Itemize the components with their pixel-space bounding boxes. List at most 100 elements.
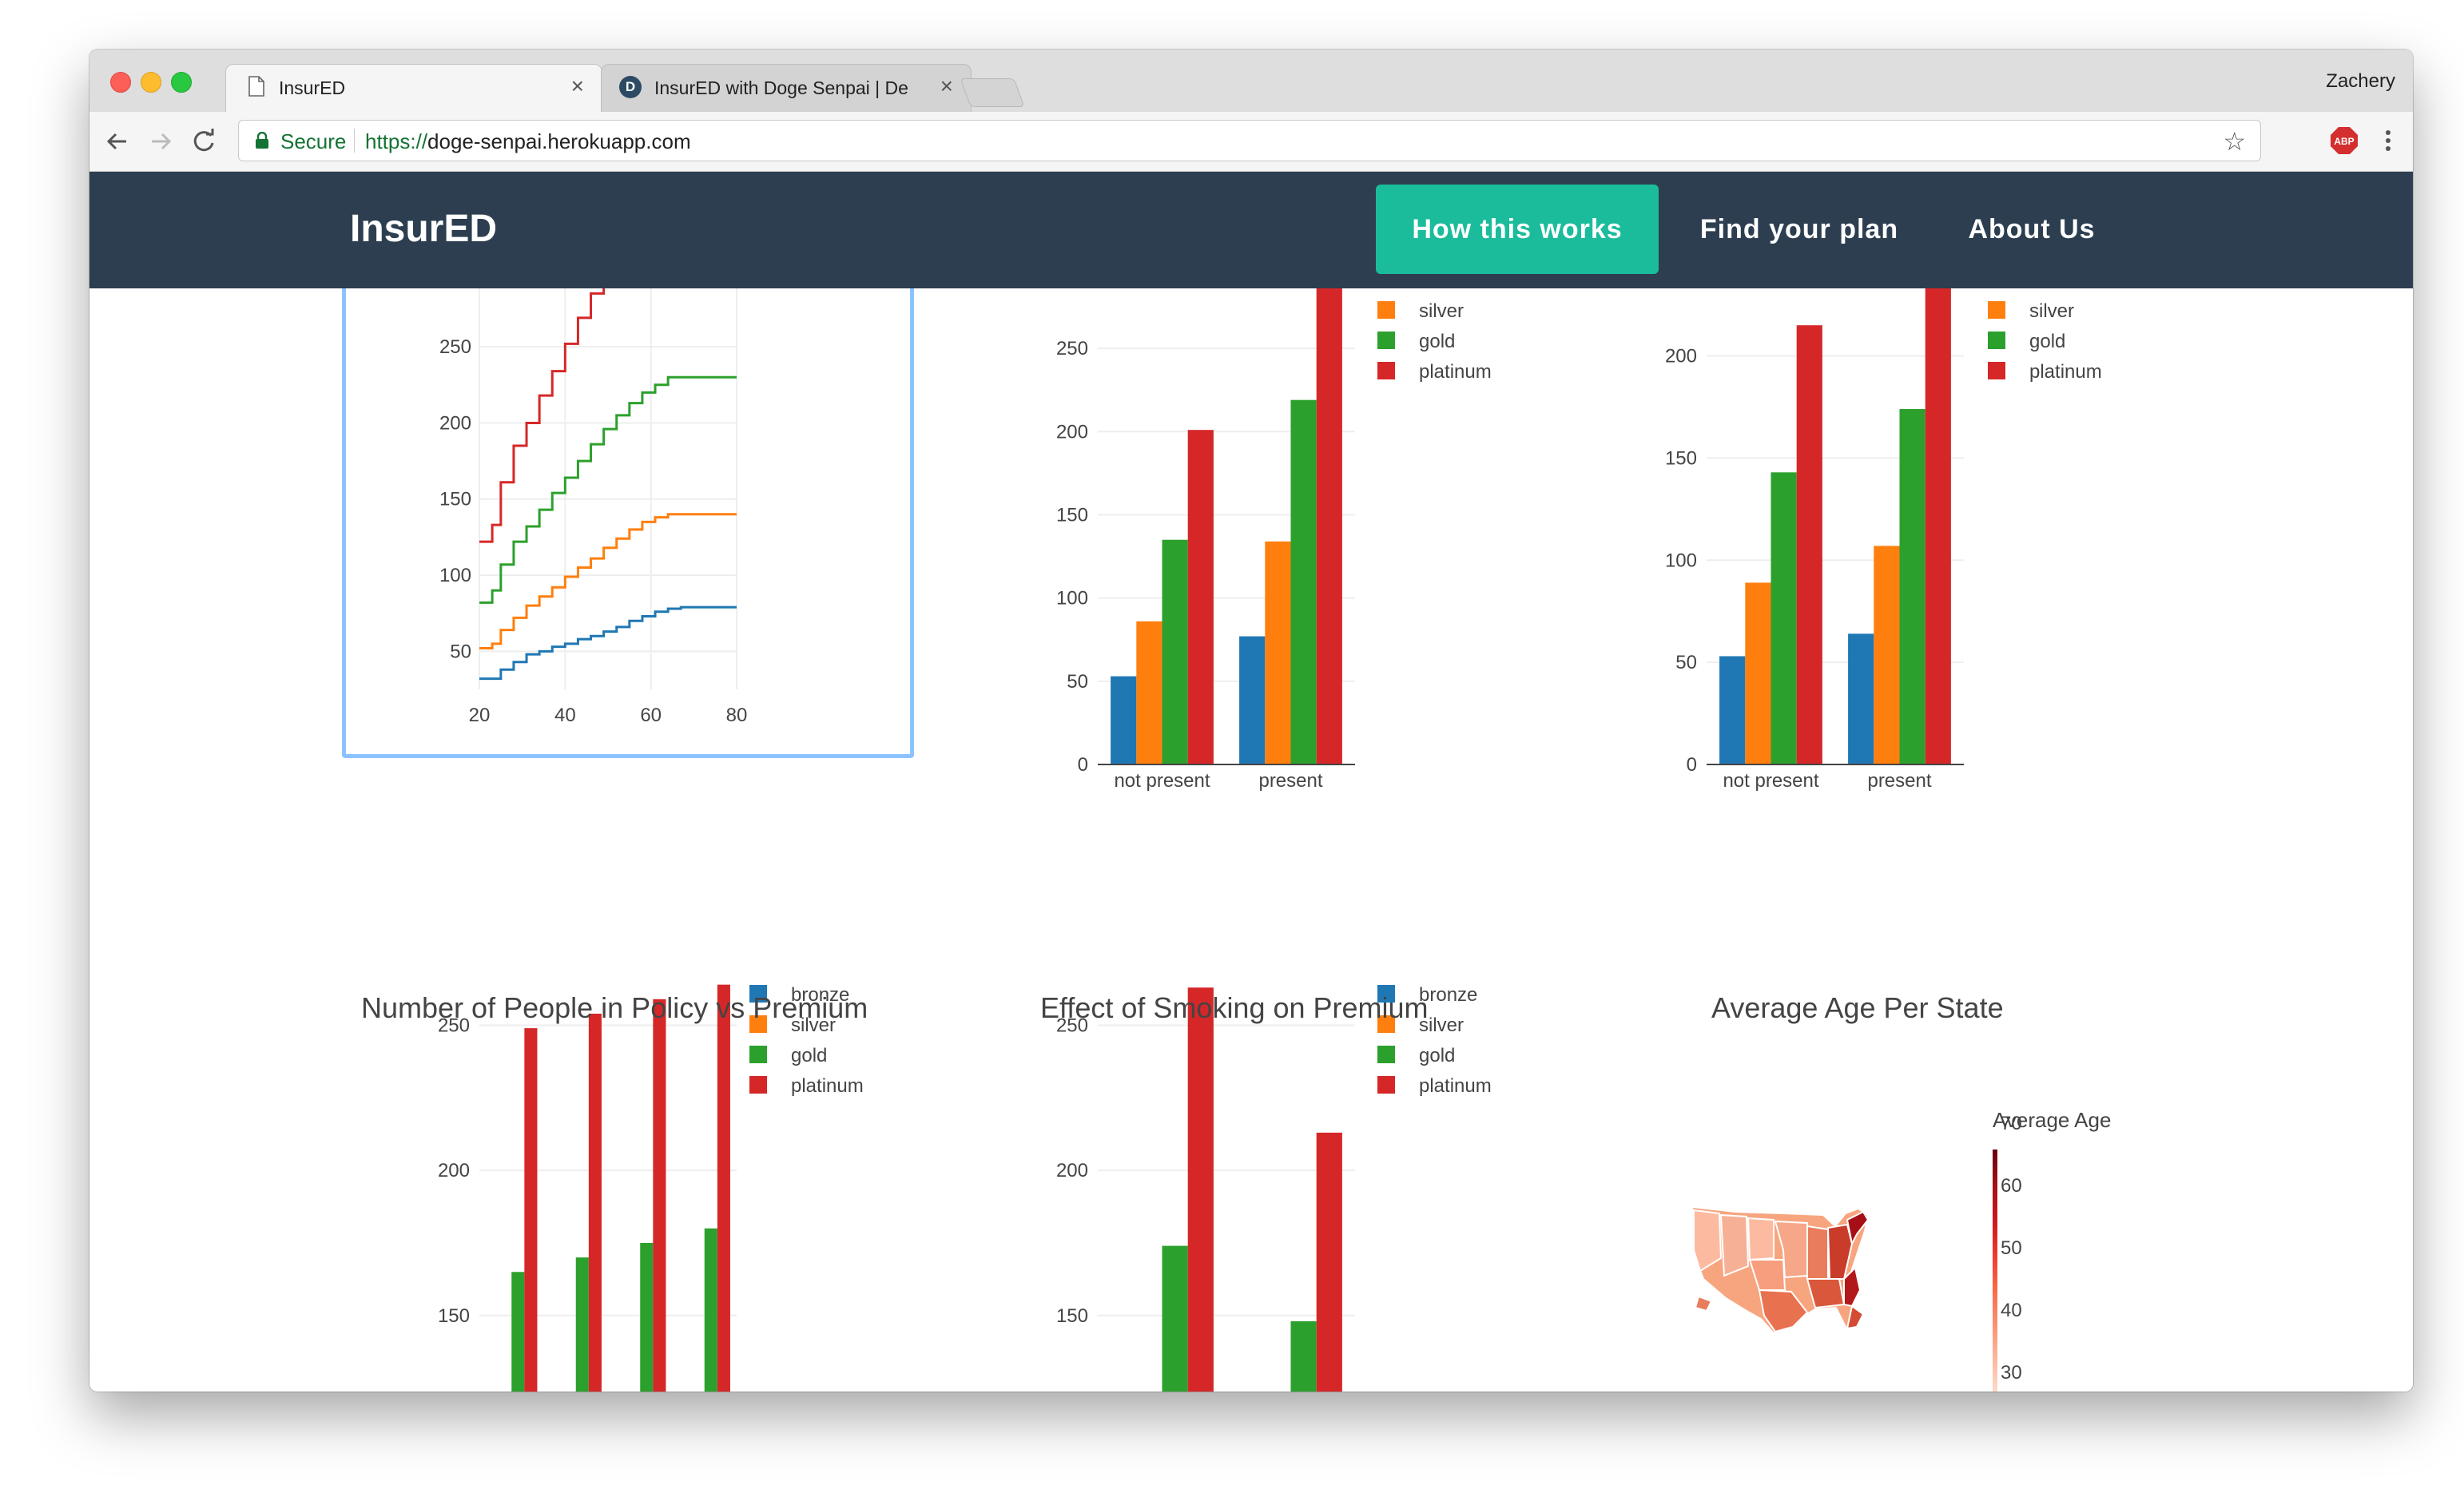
colorbar-tick-label: 30 bbox=[2001, 1362, 2022, 1384]
url-text[interactable]: https://doge-senpai.herokuapp.com bbox=[365, 129, 691, 154]
colorbar-tick-label: 70 bbox=[2001, 1113, 2022, 1134]
bar-bronze bbox=[1719, 656, 1746, 764]
bar-bronze bbox=[1111, 676, 1137, 764]
legend-swatch bbox=[1377, 1015, 1395, 1033]
site-brand[interactable]: InsurED bbox=[350, 208, 498, 250]
bar-chart-3: 100150200250bronzesilvergoldplatinum bbox=[438, 984, 864, 1392]
y-tick-label: 200 bbox=[438, 1160, 470, 1181]
new-tab-button[interactable] bbox=[960, 78, 1025, 107]
bar-platinum bbox=[717, 984, 730, 1392]
legend-swatch bbox=[1988, 332, 2005, 349]
bar-platinum bbox=[1316, 1132, 1342, 1392]
zoom-window-button[interactable] bbox=[171, 72, 192, 93]
site-favicon-icon: D bbox=[619, 76, 642, 98]
age-per-state-chart-title: Average Age Per State bbox=[1711, 991, 2004, 1024]
bar-gold bbox=[1771, 472, 1797, 764]
url-scheme: https:// bbox=[365, 129, 428, 153]
tab-doge-senpai[interactable]: D InsurED with Doge Senpai | De × bbox=[601, 64, 972, 112]
colorbar-tick-label: 40 bbox=[2001, 1300, 2022, 1321]
title-bar: InsurED × D InsurED with Doge Senpai | D… bbox=[89, 50, 2413, 113]
nav-how-this-works[interactable]: How this works bbox=[1376, 185, 1659, 274]
legend-label: silver bbox=[791, 1015, 836, 1036]
page-content: InsurED How this works Find your plan Ab… bbox=[89, 172, 2413, 1392]
legend-swatch bbox=[749, 985, 767, 1003]
legend-label: gold bbox=[2029, 331, 2065, 352]
y-tick-label: 250 bbox=[1056, 338, 1088, 359]
forward-arrow-icon[interactable] bbox=[145, 126, 176, 157]
legend-label: silver bbox=[2029, 300, 2074, 322]
bar-gold bbox=[1162, 539, 1188, 764]
bar-gold bbox=[511, 1272, 525, 1392]
bar-platinum bbox=[1187, 987, 1214, 1392]
bar-platinum bbox=[1925, 229, 1951, 764]
legend-label: platinum bbox=[1419, 1075, 1492, 1097]
reload-icon[interactable] bbox=[189, 126, 219, 157]
y-tick-label: 100 bbox=[439, 565, 471, 586]
y-tick-label: 0 bbox=[1687, 754, 1697, 776]
smoking-chart-title: Effect of Smoking on Premium bbox=[1040, 991, 1429, 1024]
browser-toolbar: Secure https://doge-senpai.herokuapp.com… bbox=[89, 112, 2413, 172]
y-tick-label: 250 bbox=[438, 1015, 470, 1036]
colorbar-tick-label: 60 bbox=[2001, 1175, 2022, 1197]
legend-swatch bbox=[1377, 301, 1395, 319]
y-tick-label: 100 bbox=[1665, 550, 1697, 571]
secure-label: Secure bbox=[280, 129, 347, 153]
adblock-plus-icon[interactable]: ABP bbox=[2330, 126, 2359, 155]
series-line-bronze bbox=[479, 606, 737, 681]
legend-swatch bbox=[1377, 1046, 1395, 1063]
minimize-window-button[interactable] bbox=[141, 72, 161, 93]
tab-close-icon[interactable]: × bbox=[570, 73, 584, 98]
x-tick-label: not present bbox=[1114, 770, 1210, 792]
bar-silver bbox=[1745, 582, 1771, 764]
legend-label: platinum bbox=[791, 1075, 864, 1097]
y-tick-label: 250 bbox=[1056, 1015, 1088, 1036]
back-arrow-icon[interactable] bbox=[102, 126, 133, 157]
legend-swatch bbox=[1377, 1076, 1395, 1094]
y-tick-label: 100 bbox=[1056, 588, 1088, 610]
bar-bronze bbox=[1848, 633, 1874, 764]
x-tick-label: present bbox=[1258, 770, 1322, 792]
y-tick-label: 0 bbox=[1078, 754, 1088, 776]
address-bar[interactable]: Secure https://doge-senpai.herokuapp.com… bbox=[238, 120, 2261, 161]
nav-about-us[interactable]: About Us bbox=[1968, 214, 2096, 244]
colorbar-tick-label: 50 bbox=[2001, 1237, 2022, 1259]
x-tick-label: 80 bbox=[726, 705, 748, 726]
bar-platinum bbox=[1796, 325, 1822, 764]
tab-close-icon[interactable]: × bbox=[940, 73, 953, 98]
legend-swatch bbox=[1377, 332, 1395, 349]
bar-silver bbox=[1136, 621, 1162, 764]
lock-icon bbox=[256, 132, 268, 149]
legend-label: silver bbox=[1419, 1015, 1464, 1036]
close-window-button[interactable] bbox=[110, 72, 131, 93]
y-tick-label: 150 bbox=[1056, 1305, 1088, 1327]
legend-label: gold bbox=[791, 1045, 827, 1066]
age-vs-premium-line-chart[interactable]: 5010015020025030035020406080BronzeSilver… bbox=[89, 172, 2413, 1392]
chrome-menu-icon[interactable] bbox=[2384, 126, 2392, 155]
bar-platinum bbox=[524, 1028, 538, 1392]
colorbar-title: Average Age bbox=[1993, 1108, 2112, 1132]
us-choropleth-map[interactable] bbox=[1687, 1202, 1903, 1342]
legend-label: gold bbox=[1419, 331, 1455, 352]
x-tick-label: present bbox=[1867, 770, 1931, 792]
document-icon bbox=[248, 76, 264, 97]
profile-name[interactable]: Zachery bbox=[2326, 70, 2395, 92]
legend-swatch bbox=[1377, 985, 1395, 1003]
x-tick-label: 60 bbox=[640, 705, 662, 726]
y-tick-label: 150 bbox=[1056, 504, 1088, 526]
legend-label: platinum bbox=[2029, 361, 2102, 383]
bar-gold bbox=[1290, 399, 1317, 764]
y-tick-label: 50 bbox=[1067, 671, 1088, 693]
colorbar bbox=[1993, 1150, 1997, 1392]
bar-gold bbox=[640, 1242, 654, 1392]
url-divider bbox=[354, 129, 355, 153]
tab-insured[interactable]: InsurED × bbox=[225, 64, 602, 112]
series-line-silver bbox=[479, 513, 737, 650]
nav-find-your-plan[interactable]: Find your plan bbox=[1699, 214, 1899, 244]
bar-platinum bbox=[1187, 430, 1214, 764]
x-tick-label: 20 bbox=[469, 705, 491, 726]
bar-silver bbox=[1265, 541, 1291, 764]
bookmark-star-icon[interactable]: ☆ bbox=[2223, 127, 2246, 156]
legend-swatch bbox=[749, 1046, 767, 1063]
legend-label: silver bbox=[1419, 300, 1464, 322]
us-map-graphic bbox=[1691, 1205, 1870, 1335]
